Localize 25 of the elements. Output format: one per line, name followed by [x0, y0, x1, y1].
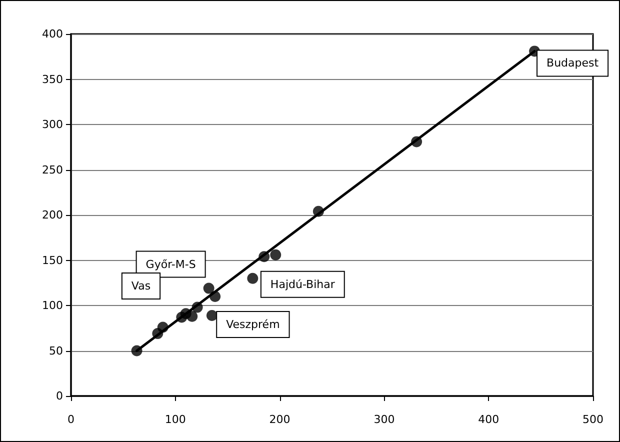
x-tick-label: 500 [582, 413, 604, 426]
point [270, 249, 282, 260]
x-tick-label: 400 [478, 413, 500, 426]
annotation: Győr-M-S [146, 258, 196, 271]
y-tick-label: 150 [42, 254, 63, 267]
point [206, 310, 218, 321]
annotation: Budapest [546, 56, 600, 70]
x-tick-label: 200 [269, 413, 290, 426]
y-tick-label: 350 [42, 72, 63, 86]
y-tick-label: 250 [42, 163, 63, 176]
y-tick-label: 300 [42, 118, 63, 131]
y-tick-label: 50 [49, 344, 63, 358]
y-tick-label: 400 [42, 28, 63, 40]
annotation: Vas [131, 280, 151, 292]
y-tick-label: 200 [42, 208, 63, 222]
annotation: Hajdú-Bihar [270, 278, 336, 291]
x-tick-label: 300 [374, 413, 395, 426]
x-tick-label: 100 [164, 413, 186, 426]
point [203, 282, 214, 294]
y-tick-label: 0 [56, 390, 63, 402]
y-tick-label: 100 [42, 299, 63, 312]
point [186, 310, 198, 322]
point [247, 272, 258, 284]
x-tick-label: 0 [68, 413, 74, 426]
annotation: Veszprém [226, 318, 280, 331]
